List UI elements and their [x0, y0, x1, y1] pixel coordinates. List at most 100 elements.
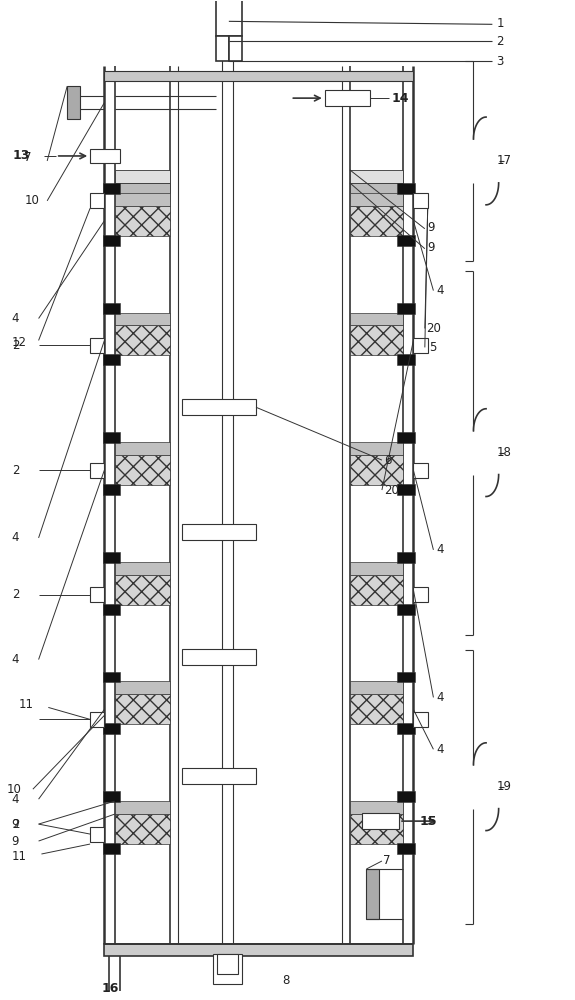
Bar [105, 71, 413, 81]
Text: 2: 2 [12, 818, 19, 831]
Text: 4: 4 [12, 793, 19, 806]
Bar [114, 455, 170, 485]
Bar [114, 575, 170, 605]
Bar [90, 193, 105, 208]
Bar [114, 325, 170, 355]
Bar [350, 801, 403, 814]
Bar [114, 170, 170, 183]
Bar [397, 432, 415, 443]
Bar [217, 954, 237, 974]
Text: 19: 19 [496, 780, 511, 793]
Text: 20: 20 [427, 322, 442, 335]
Bar [413, 338, 428, 353]
Bar [114, 313, 170, 325]
Text: 2: 2 [496, 35, 504, 48]
Text: 15: 15 [419, 815, 436, 828]
Text: 18: 18 [496, 446, 511, 459]
Bar [104, 604, 120, 615]
Bar [213, 954, 241, 984]
Bar [350, 562, 403, 575]
Text: 4: 4 [436, 691, 444, 704]
Bar [397, 843, 415, 854]
Bar [397, 672, 415, 682]
Bar [90, 827, 105, 842]
Bar [413, 463, 428, 478]
Bar [229, 36, 242, 61]
Text: 5: 5 [430, 341, 437, 354]
Text: 11: 11 [18, 698, 33, 711]
Bar [397, 354, 415, 365]
Bar [90, 712, 105, 727]
Text: 9: 9 [428, 241, 435, 254]
Bar [350, 193, 403, 206]
Text: 16: 16 [102, 982, 119, 995]
Bar [114, 562, 170, 575]
Text: 2: 2 [12, 588, 19, 601]
Text: 13: 13 [13, 149, 30, 162]
Text: 8: 8 [282, 974, 289, 987]
Bar [350, 814, 403, 844]
Bar [104, 484, 120, 495]
Text: 7: 7 [383, 854, 390, 867]
Bar [114, 694, 170, 724]
Bar [350, 183, 403, 201]
Bar [104, 235, 120, 246]
Bar [397, 303, 415, 314]
Text: 4: 4 [436, 743, 444, 756]
Bar [397, 791, 415, 802]
Text: 12: 12 [12, 336, 26, 349]
Text: 3: 3 [496, 55, 504, 68]
Bar [397, 604, 415, 615]
Text: 9: 9 [428, 221, 435, 234]
Bar [114, 814, 170, 844]
Bar [104, 791, 120, 802]
Text: 4: 4 [12, 653, 19, 666]
Bar [104, 432, 120, 443]
Text: 10: 10 [24, 194, 39, 207]
Bar [90, 149, 120, 163]
Text: 20: 20 [384, 484, 398, 497]
Bar [350, 325, 403, 355]
Bar [90, 587, 105, 602]
Bar [114, 183, 170, 201]
Bar [114, 801, 170, 814]
Bar [90, 338, 105, 353]
Text: 4: 4 [436, 284, 444, 297]
Bar [350, 442, 403, 455]
Bar [325, 90, 370, 106]
Bar [104, 672, 120, 682]
Bar [350, 575, 403, 605]
Bar [182, 768, 256, 784]
Text: 10: 10 [7, 783, 22, 796]
Bar [216, 0, 241, 36]
Bar [350, 170, 403, 183]
Bar [104, 303, 120, 314]
Text: 9: 9 [12, 818, 19, 831]
Bar [366, 869, 379, 919]
Bar [216, 36, 229, 61]
Bar [413, 193, 428, 208]
Bar [350, 681, 403, 694]
Bar [114, 193, 170, 206]
Text: 6: 6 [384, 454, 391, 467]
Bar [397, 235, 415, 246]
Bar [90, 463, 105, 478]
Bar [105, 944, 413, 956]
Text: 7: 7 [24, 151, 32, 164]
Text: 9: 9 [12, 835, 19, 848]
Text: 4: 4 [436, 543, 444, 556]
Bar [104, 183, 120, 194]
Bar [182, 399, 256, 415]
Bar [397, 723, 415, 734]
Text: 4: 4 [12, 312, 19, 325]
Bar [104, 552, 120, 563]
Bar [104, 354, 120, 365]
Text: 11: 11 [12, 850, 26, 863]
Bar [104, 723, 120, 734]
Bar [114, 442, 170, 455]
Bar [397, 552, 415, 563]
Bar [104, 843, 120, 854]
Bar [114, 206, 170, 236]
Bar [182, 649, 256, 665]
Text: 1: 1 [496, 17, 504, 30]
